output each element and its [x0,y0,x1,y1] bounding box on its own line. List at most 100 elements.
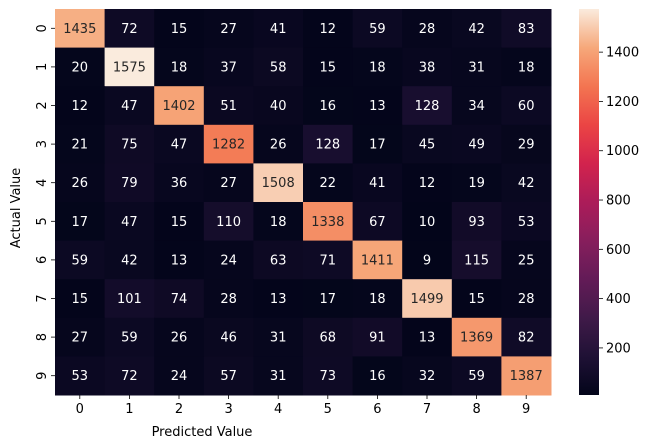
cell-value-r1-c7: 38 [419,60,436,75]
x-tick-label: 5 [324,402,332,417]
heatmap-cell-r0-c0 [55,9,106,49]
cell-value-r6-c7: 9 [423,253,431,268]
heatmap-cell-r0-c6 [352,9,403,49]
heatmap-cell-r3-c8 [451,124,502,164]
cell-value-r8-c0: 27 [72,331,89,346]
cell-value-r2-c4: 40 [270,99,287,114]
heatmap-cell-r1-c8 [451,47,502,87]
heatmap-cell-r8-c2 [154,317,205,357]
y-tick-label: 4 [35,179,50,187]
cell-value-r8-c8: 1369 [460,331,493,346]
cell-value-r6-c2: 13 [171,253,188,268]
cell-value-r4-c9: 42 [518,176,535,191]
heatmap-cell-r7-c2 [154,279,205,319]
heatmap-cell-r3-c9 [501,124,552,164]
cell-value-r3-c6: 17 [369,138,386,153]
cell-value-r6-c0: 59 [72,253,89,268]
heatmap-cell-r7-c0 [55,279,106,319]
heatmap-cell-r6-c4 [253,240,304,280]
cell-value-r1-c6: 18 [369,60,386,75]
cell-value-r0-c9: 83 [518,22,535,37]
heatmap-cell-r4-c4 [253,163,304,203]
cell-value-r8-c1: 59 [121,331,138,346]
cell-value-r8-c5: 68 [320,331,337,346]
cell-value-r9-c7: 32 [419,369,436,384]
heatmap-cell-r5-c8 [451,202,502,242]
heatmap-cell-r8-c6 [352,317,403,357]
cell-value-r5-c9: 53 [518,215,535,230]
cell-value-r7-c7: 1499 [410,292,443,307]
heatmap-cell-r2-c6 [352,86,403,126]
cell-value-r7-c5: 17 [320,292,337,307]
x-tick-label: 0 [76,402,84,417]
heatmap-cell-r1-c9 [501,47,552,87]
y-tick-label: 6 [35,256,50,264]
heatmap-cell-r5-c2 [154,202,205,242]
cell-value-r3-c1: 75 [121,138,138,153]
heatmap-cell-r0-c7 [402,9,453,49]
heatmap-cell-r3-c6 [352,124,403,164]
heatmap-cell-r8-c8 [451,317,502,357]
cell-value-r5-c0: 17 [72,215,89,230]
cell-value-r7-c0: 15 [72,292,89,307]
heatmap-cell-r1-c3 [203,47,254,87]
y-tick-label: 5 [35,217,50,225]
cell-value-r9-c9: 1387 [510,369,543,384]
heatmap-cell-r2-c7 [402,86,453,126]
cell-value-r6-c9: 25 [518,253,535,268]
heatmap-cell-r4-c7 [402,163,453,203]
heatmap-cell-r9-c9 [501,356,552,396]
cell-value-r9-c1: 72 [121,369,138,384]
heatmap-cell-r0-c5 [303,9,354,49]
cell-value-r6-c3: 24 [220,253,237,268]
cell-value-r1-c0: 20 [72,60,89,75]
x-tick-label: 8 [472,402,480,417]
heatmap-cell-r4-c6 [352,163,403,203]
cell-value-r7-c2: 74 [171,292,188,307]
cell-value-r0-c3: 27 [220,22,237,37]
heatmap-cell-r2-c4 [253,86,304,126]
heatmap-cell-r8-c7 [402,317,453,357]
cell-value-r9-c6: 16 [369,369,386,384]
cell-value-r1-c3: 37 [220,60,237,75]
heatmap-cell-r6-c1 [104,240,155,280]
heatmap-cell-r3-c7 [402,124,453,164]
cell-value-r4-c4: 1508 [262,176,295,191]
cell-value-r2-c9: 60 [518,99,535,114]
x-tick-label: 6 [373,402,381,417]
cell-value-r8-c4: 31 [270,331,287,346]
heatmap-cell-r3-c3 [203,124,254,164]
heatmap-cell-r8-c0 [55,317,106,357]
cell-value-r8-c9: 82 [518,331,535,346]
heatmap-cell-r3-c5 [303,124,354,164]
heatmap-cell-r9-c8 [451,356,502,396]
heatmap-cell-r3-c0 [55,124,106,164]
heatmap-cell-r4-c1 [104,163,155,203]
cell-value-r5-c5: 1338 [311,215,344,230]
x-tick-label: 2 [175,402,183,417]
heatmap-cell-r6-c8 [451,240,502,280]
cell-value-r3-c4: 26 [270,138,287,153]
cell-value-r5-c2: 15 [171,215,188,230]
heatmap-cell-r0-c3 [203,9,254,49]
colorbar-tick-label: 200 [606,341,631,356]
heatmap-cell-r6-c5 [303,240,354,280]
heatmap-cell-r7-c9 [501,279,552,319]
cell-value-r4-c8: 19 [468,176,485,191]
y-tick-label: 2 [35,101,50,109]
heatmap-cell-r4-c2 [154,163,205,203]
y-tick-label: 8 [35,333,50,341]
y-tick-label: 0 [35,24,50,32]
heatmap-cell-r6-c0 [55,240,106,280]
heatmap-cell-r7-c1 [104,279,155,319]
cell-value-r2-c5: 16 [320,99,337,114]
cell-value-r9-c2: 24 [171,369,188,384]
heatmap-cell-r0-c2 [154,9,205,49]
cell-value-r4-c1: 79 [121,176,138,191]
cell-value-r0-c2: 15 [171,22,188,37]
y-tick-label: 7 [35,294,50,302]
cell-value-r4-c6: 41 [369,176,386,191]
heatmap-cell-r5-c7 [402,202,453,242]
